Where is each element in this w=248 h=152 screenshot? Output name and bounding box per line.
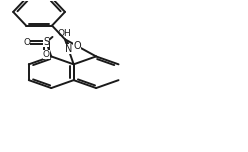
Text: S: S (43, 37, 49, 47)
Text: OH: OH (58, 29, 71, 38)
Text: O: O (73, 41, 81, 51)
Text: O: O (23, 38, 30, 47)
Text: O: O (43, 50, 50, 59)
Text: N: N (64, 44, 72, 54)
